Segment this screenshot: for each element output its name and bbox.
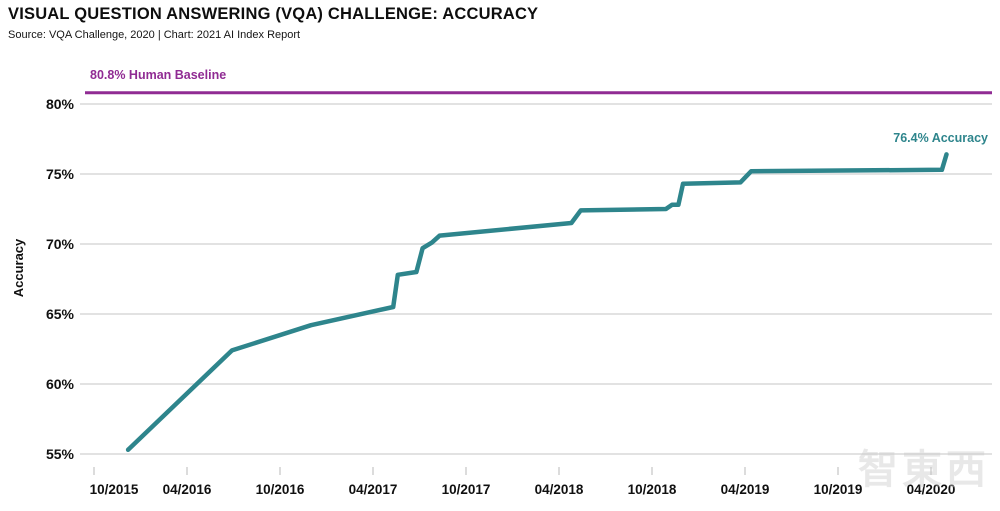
x-tick-label: 10/2019	[814, 482, 863, 497]
chart-source: Source: VQA Challenge, 2020 | Chart: 202…	[8, 29, 301, 41]
y-axis-title: Accuracy	[11, 238, 26, 298]
y-tick-label: 70%	[46, 236, 75, 252]
x-tick-label: 10/2018	[628, 482, 677, 497]
chart-title: VISUAL QUESTION ANSWERING (VQA) CHALLENG…	[8, 5, 539, 23]
y-tick-label: 65%	[46, 306, 75, 322]
x-tick-label: 10/2016	[256, 482, 305, 497]
x-tick-label: 04/2017	[349, 482, 398, 497]
final-accuracy-annotation: 76.4% Accuracy	[893, 131, 988, 145]
x-tick-label: 10/2015	[90, 482, 139, 497]
y-tick-label: 55%	[46, 446, 75, 462]
y-tick-label: 80%	[46, 96, 75, 112]
human-baseline-annotation: 80.8% Human Baseline	[90, 68, 227, 82]
accuracy-line	[125, 152, 949, 453]
x-tick-label: 04/2018	[535, 482, 584, 497]
x-tick-label: 04/2019	[721, 482, 770, 497]
x-tick-label: 04/2016	[163, 482, 212, 497]
y-tick-label: 60%	[46, 376, 75, 392]
x-tick-label: 10/2017	[442, 482, 491, 497]
y-tick-label: 75%	[46, 166, 75, 182]
x-tick-label: 04/2020	[907, 482, 956, 497]
